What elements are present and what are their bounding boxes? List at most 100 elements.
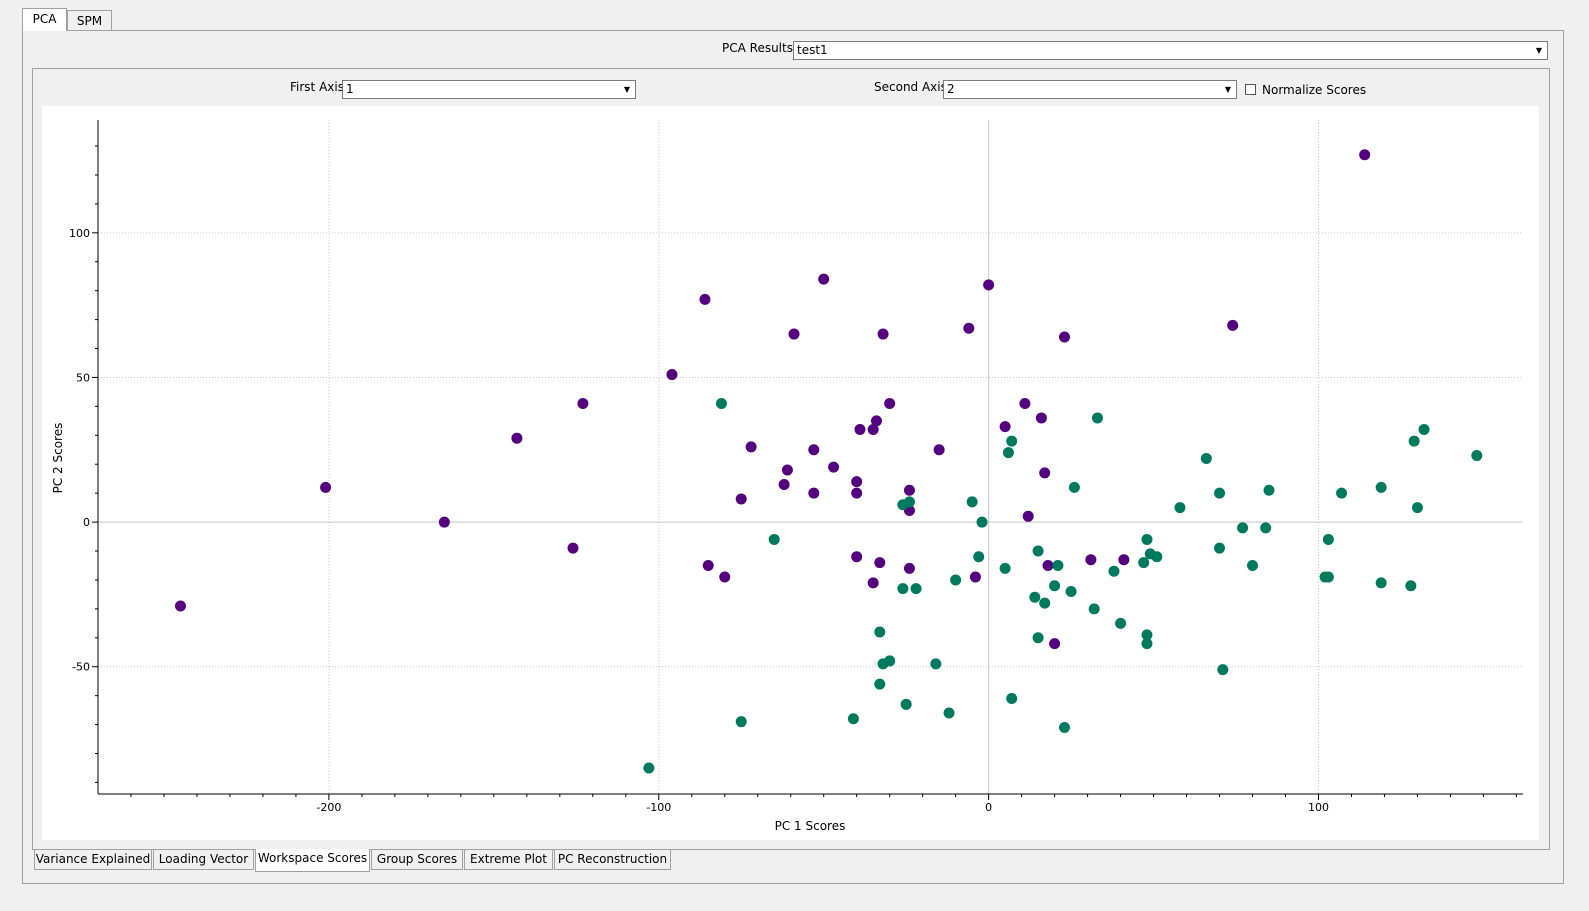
scatter-point-series-1 bbox=[1058, 331, 1070, 343]
scatter-point-series-2 bbox=[1108, 565, 1120, 577]
x-tick-label: 100 bbox=[1308, 801, 1329, 814]
scatter-point-series-1 bbox=[666, 369, 678, 381]
scatter-point-series-1 bbox=[174, 600, 186, 612]
scatter-point-series-1 bbox=[1035, 412, 1047, 424]
tab-variance-explained[interactable]: Variance Explained bbox=[34, 850, 152, 870]
scatter-point-series-1 bbox=[903, 484, 915, 496]
scatter-point-series-2 bbox=[1375, 577, 1387, 589]
chevron-down-icon[interactable]: ▼ bbox=[620, 82, 634, 97]
scatter-point-series-2 bbox=[1088, 603, 1100, 615]
scatter-point-series-2 bbox=[1032, 632, 1044, 644]
scatter-point-series-1 bbox=[969, 571, 981, 583]
scatter-point-series-1 bbox=[903, 562, 915, 574]
scatter-point-series-2 bbox=[715, 397, 727, 409]
scores-plot: -200 -100 0 100 100 50 0 -50 PC 1 Scores PC 2 S… bbox=[42, 106, 1539, 840]
scatter-point-series-2 bbox=[1141, 629, 1153, 641]
scatter-point-series-2 bbox=[1322, 571, 1334, 583]
scatter-point-series-2 bbox=[1006, 693, 1018, 705]
scatter-point-series-2 bbox=[1052, 559, 1064, 571]
second-axis-value: 2 bbox=[947, 82, 955, 96]
tab-loading-vector[interactable]: Loading Vector bbox=[153, 850, 254, 870]
scatter-point-series-2 bbox=[735, 716, 747, 728]
scatter-point-series-1 bbox=[1042, 559, 1054, 571]
scatter-point-series-2 bbox=[950, 574, 962, 586]
scatter-point-series-2 bbox=[1237, 522, 1249, 534]
scatter-point-series-1 bbox=[778, 478, 790, 490]
scatter-point-series-1 bbox=[851, 487, 863, 499]
first-axis-value: 1 bbox=[346, 82, 354, 96]
scatter-point-series-1 bbox=[320, 481, 332, 493]
scatter-point-series-2 bbox=[1115, 617, 1127, 629]
tab-pca[interactable]: PCA bbox=[22, 8, 67, 31]
scatter-point-series-1 bbox=[884, 397, 896, 409]
scatter-point-series-1 bbox=[1118, 554, 1130, 566]
chevron-down-icon[interactable]: ▼ bbox=[1532, 43, 1546, 58]
y-tick-label: -50 bbox=[72, 661, 90, 674]
scatter-point-series-1 bbox=[745, 441, 757, 453]
pca-results-value: test1 bbox=[797, 43, 828, 57]
normalize-scores-label: Normalize Scores bbox=[1262, 83, 1367, 97]
scatter-point-series-2 bbox=[976, 516, 988, 528]
scatter-point-series-2 bbox=[900, 698, 912, 710]
scatter-point-series-1 bbox=[808, 487, 820, 499]
tab-group-scores[interactable]: Group Scores bbox=[371, 850, 463, 870]
y-axis-label: PC 2 Scores bbox=[51, 423, 65, 494]
tab-workspace-scores[interactable]: Workspace Scores bbox=[255, 849, 370, 872]
x-tick-label: -200 bbox=[316, 801, 341, 814]
scatter-point-series-1 bbox=[851, 551, 863, 563]
scatter-point-series-2 bbox=[910, 583, 922, 595]
scatter-point-series-1 bbox=[1039, 467, 1051, 479]
scatter-point-series-2 bbox=[1039, 597, 1051, 609]
second-axis-select[interactable]: 2 ▼ bbox=[943, 80, 1237, 99]
tab-extreme-plot[interactable]: Extreme Plot bbox=[464, 850, 553, 870]
tab-spm[interactable]: SPM bbox=[67, 10, 112, 30]
scatter-point-series-2 bbox=[897, 583, 909, 595]
scatter-point-series-2 bbox=[884, 655, 896, 667]
scatter-point-series-2 bbox=[1217, 664, 1229, 676]
pca-results-label: PCA Results: bbox=[722, 41, 798, 55]
normalize-scores-checkbox[interactable] bbox=[1245, 84, 1256, 95]
scatter-point-series-1 bbox=[1022, 510, 1034, 522]
scatter-point-series-1 bbox=[877, 328, 889, 340]
scatter-point-series-2 bbox=[1029, 591, 1041, 603]
scatter-point-series-1 bbox=[818, 273, 830, 285]
scatter-point-series-1 bbox=[567, 542, 579, 554]
first-axis-select[interactable]: 1 ▼ bbox=[342, 80, 636, 99]
scatter-point-series-2 bbox=[1138, 557, 1150, 569]
scatter-point-series-2 bbox=[1471, 450, 1483, 462]
scatter-point-series-1 bbox=[1049, 638, 1061, 650]
scatter-point-series-2 bbox=[1006, 435, 1018, 447]
scatter-point-series-2 bbox=[1405, 580, 1417, 592]
scatter-point-series-2 bbox=[1418, 424, 1430, 436]
scatter-point-series-1 bbox=[1019, 397, 1031, 409]
scatter-point-series-1 bbox=[719, 571, 731, 583]
scatter-point-series-2 bbox=[1322, 533, 1334, 545]
scatter-point-series-1 bbox=[699, 293, 711, 305]
scatter-point-series-1 bbox=[963, 322, 975, 334]
scatter-point-series-2 bbox=[1174, 502, 1186, 514]
scatter-point-series-2 bbox=[1141, 638, 1153, 650]
scatter-point-series-2 bbox=[643, 762, 655, 774]
scatter-point-series-2 bbox=[966, 496, 978, 508]
tab-pc-reconstruction[interactable]: PC Reconstruction bbox=[554, 850, 671, 870]
scatter-point-series-2 bbox=[874, 626, 886, 638]
scatter-point-series-2 bbox=[903, 496, 915, 508]
scatter-point-series-2 bbox=[847, 713, 859, 725]
scatter-point-series-2 bbox=[943, 707, 955, 719]
y-tick-label: 100 bbox=[69, 227, 90, 240]
second-axis-label: Second Axis bbox=[874, 80, 947, 94]
scatter-point-series-2 bbox=[874, 678, 886, 690]
scatter-point-series-1 bbox=[511, 432, 523, 444]
scatter-point-series-1 bbox=[870, 415, 882, 427]
scatter-point-series-2 bbox=[1214, 542, 1226, 554]
pca-results-select[interactable]: test1 ▼ bbox=[793, 41, 1548, 60]
scatter-point-series-1 bbox=[828, 461, 840, 473]
y-tick-label: 50 bbox=[76, 371, 90, 384]
y-tick-label: 0 bbox=[83, 516, 90, 529]
chevron-down-icon[interactable]: ▼ bbox=[1221, 82, 1235, 97]
scatter-point-series-1 bbox=[577, 397, 589, 409]
scatter-point-series-2 bbox=[1065, 586, 1077, 598]
x-axis-label: PC 1 Scores bbox=[775, 819, 846, 833]
scatter-point-series-2 bbox=[1141, 533, 1153, 545]
scatter-point-series-2 bbox=[1002, 447, 1014, 459]
